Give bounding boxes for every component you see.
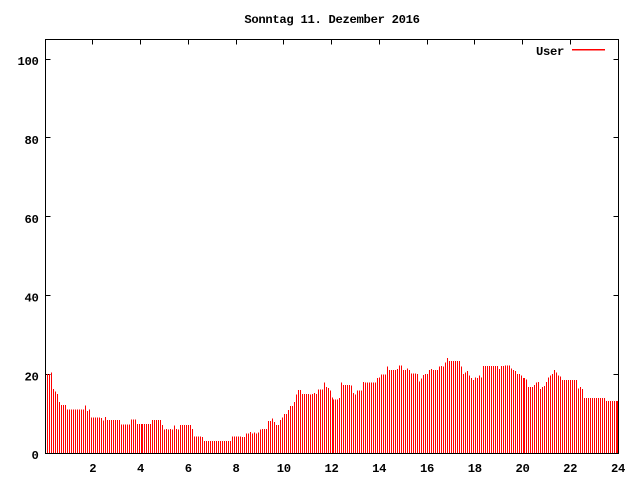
svg-text:100: 100 (17, 55, 38, 69)
svg-text:Sonntag 11. Dezember 2016: Sonntag 11. Dezember 2016 (244, 13, 419, 27)
svg-text:20: 20 (24, 370, 38, 384)
svg-text:10: 10 (277, 462, 291, 476)
svg-text:80: 80 (24, 134, 38, 148)
svg-text:14: 14 (372, 462, 386, 476)
svg-text:22: 22 (563, 462, 577, 476)
svg-text:0: 0 (31, 449, 38, 463)
svg-text:2: 2 (89, 462, 96, 476)
svg-text:16: 16 (420, 462, 434, 476)
svg-text:8: 8 (232, 462, 239, 476)
svg-text:12: 12 (324, 462, 338, 476)
svg-text:24: 24 (611, 462, 625, 476)
svg-text:40: 40 (24, 292, 38, 306)
svg-text:20: 20 (515, 462, 529, 476)
svg-text:60: 60 (24, 213, 38, 227)
svg-text:4: 4 (137, 462, 144, 476)
svg-text:18: 18 (468, 462, 482, 476)
svg-text:User: User (536, 45, 564, 59)
svg-text:6: 6 (185, 462, 192, 476)
